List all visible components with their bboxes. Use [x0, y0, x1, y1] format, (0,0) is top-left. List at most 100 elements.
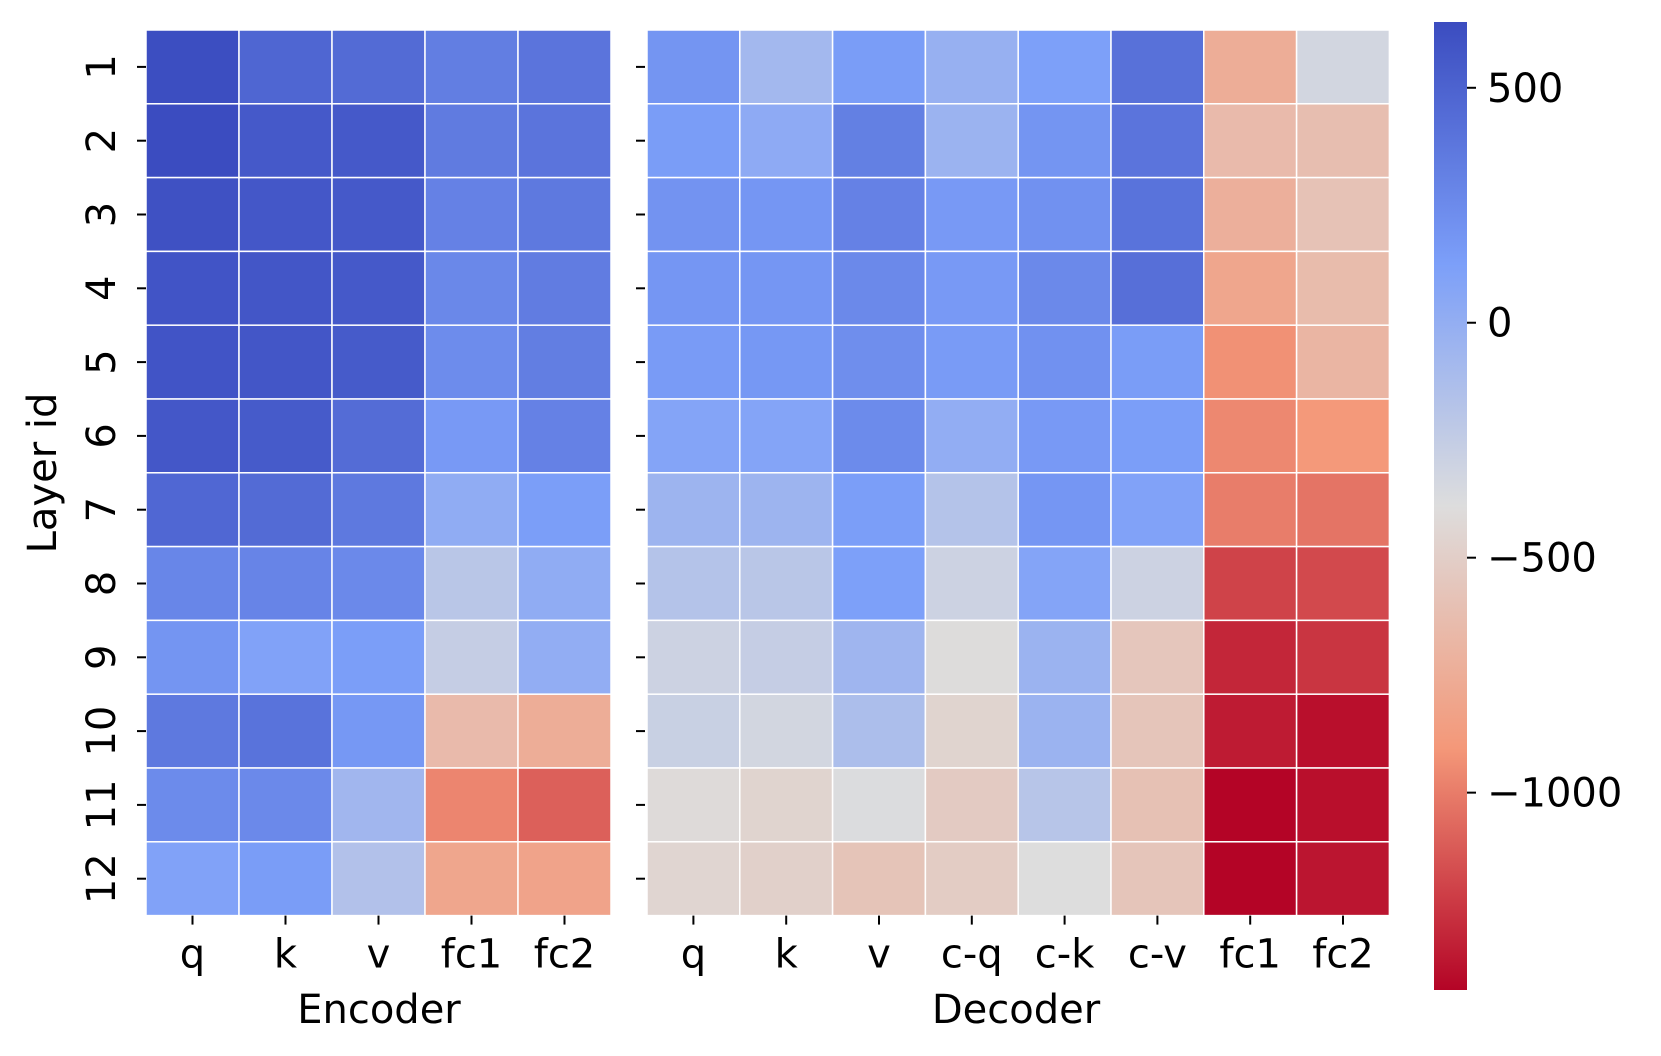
colorbar-tick-label--500: −500: [1487, 536, 1597, 582]
decoder-cell-r12-q: [646, 841, 741, 917]
encoder-cell-r7-fc1: [424, 472, 519, 548]
decoder-cell-r12-fc2: [1295, 841, 1391, 917]
y-tick-label-3: 3: [79, 202, 125, 227]
decoder-cell-r5-fc1: [1203, 324, 1298, 400]
encoder-cell-r8-v: [331, 545, 426, 622]
y-tick-label-12: 12: [79, 853, 125, 904]
encoder-cell-r10-fc2: [517, 693, 612, 769]
decoder-cell-r11-c-q: [924, 767, 1019, 843]
decoder-cell-r8-fc1: [1203, 545, 1298, 622]
decoder-cell-r2-q: [646, 103, 741, 179]
decoder-cell-r5-fc2: [1295, 324, 1391, 400]
decoder-cell-r4-q: [646, 250, 741, 326]
decoder-cell-r8-v: [831, 545, 927, 622]
decoder-cell-r5-c-v: [1110, 324, 1205, 400]
decoder-cell-r11-c-v: [1110, 767, 1205, 843]
y-tick-label-7: 7: [79, 497, 125, 522]
decoder-cell-r3-c-q: [924, 176, 1019, 253]
decoder-cell-r5-c-q: [924, 324, 1019, 400]
colorbar-tick-label-0: 0: [1487, 301, 1512, 347]
decoder-cell-r5-q: [646, 324, 741, 400]
encoder-cell-r9-k: [238, 619, 333, 695]
y-tick-label-2: 2: [79, 128, 125, 153]
decoder-cell-r9-fc1: [1203, 619, 1298, 695]
decoder-cell-r1-c-q: [924, 29, 1019, 105]
decoder-cell-r8-k: [739, 545, 834, 622]
encoder-cell-r6-fc2: [517, 398, 612, 474]
decoder-cell-r4-c-q: [924, 250, 1019, 326]
encoder-cell-r5-fc1: [424, 324, 519, 400]
y-tick-label-11: 11: [79, 779, 125, 830]
decoder-cell-r6-k: [739, 398, 834, 474]
decoder-cell-r12-fc1: [1203, 841, 1298, 917]
encoder-cell-r6-fc1: [424, 398, 519, 474]
decoder-cell-r10-c-k: [1017, 693, 1112, 769]
decoder-cell-r9-v: [831, 619, 927, 695]
decoder-cell-r2-c-v: [1110, 103, 1205, 179]
decoder-cell-r7-v: [831, 472, 927, 548]
encoder-heatmap: q k v fc1 fc2: [145, 29, 612, 978]
decoder-x-tick-label-q: q: [681, 932, 706, 978]
decoder-cell-r12-c-k: [1017, 841, 1112, 917]
decoder-cell-r10-fc1: [1203, 693, 1298, 769]
decoder-x-tick-label-c-q: c-q: [941, 932, 1003, 978]
encoder-cell-r11-fc2: [517, 767, 612, 843]
encoder-cell-r2-q: [145, 103, 240, 179]
decoder-cell-r3-fc1: [1203, 176, 1298, 253]
encoder-cell-r10-v: [331, 693, 426, 769]
decoder-x-tick-label-c-k: c-k: [1035, 932, 1095, 978]
encoder-cell-r12-v: [331, 841, 426, 917]
decoder-cell-r4-fc2: [1295, 250, 1391, 326]
decoder-cell-r8-c-q: [924, 545, 1019, 622]
y-tick-label-4: 4: [79, 276, 125, 301]
decoder-x-tick-label-v: v: [867, 932, 891, 978]
decoder-cell-r10-v: [831, 693, 927, 769]
decoder-row-ticks: [636, 65, 645, 880]
decoder-cell-r7-c-q: [924, 472, 1019, 548]
encoder-cell-r1-fc1: [424, 29, 519, 105]
decoder-cell-r8-c-k: [1017, 545, 1112, 622]
decoder-x-tick-label-fc2: fc2: [1312, 932, 1374, 978]
decoder-cell-r12-c-v: [1110, 841, 1205, 917]
decoder-cell-r3-v: [831, 176, 927, 253]
decoder-cell-r7-c-k: [1017, 472, 1112, 548]
decoder-cell-r6-fc2: [1295, 398, 1391, 474]
decoder-cell-r2-c-q: [924, 103, 1019, 179]
decoder-cell-r4-k: [739, 250, 834, 326]
decoder-cell-r3-q: [646, 176, 741, 253]
decoder-cell-r3-c-v: [1110, 176, 1205, 253]
encoder-cell-r1-fc2: [517, 29, 612, 105]
encoder-cell-r6-q: [145, 398, 240, 474]
decoder-cell-r9-c-q: [924, 619, 1019, 695]
encoder-cell-r7-k: [238, 472, 333, 548]
encoder-cell-r6-k: [238, 398, 333, 474]
encoder-cell-r1-k: [238, 29, 333, 105]
decoder-cell-r2-k: [739, 103, 834, 179]
encoder-cell-r5-q: [145, 324, 240, 400]
y-tick-label-6: 6: [79, 423, 125, 448]
decoder-cell-r3-c-k: [1017, 176, 1112, 253]
encoder-cell-r8-fc1: [424, 545, 519, 622]
decoder-cell-r10-fc2: [1295, 693, 1391, 769]
decoder-cell-r3-k: [739, 176, 834, 253]
decoder-cell-r2-v: [831, 103, 927, 179]
decoder-cell-r7-q: [646, 472, 741, 548]
decoder-cell-r11-q: [646, 767, 741, 843]
decoder-cell-r2-c-k: [1017, 103, 1112, 179]
decoder-cell-r10-c-q: [924, 693, 1019, 769]
decoder-cell-r9-c-v: [1110, 619, 1205, 695]
decoder-cell-r9-fc2: [1295, 619, 1391, 695]
encoder-x-tick-label-q: q: [180, 932, 205, 978]
decoder-cell-r1-fc2: [1295, 29, 1391, 105]
colorbar: [1434, 22, 1467, 990]
encoder-cell-r4-q: [145, 250, 240, 326]
encoder-cell-r8-k: [238, 545, 333, 622]
encoder-cell-r3-q: [145, 176, 240, 253]
decoder-cell-r4-c-k: [1017, 250, 1112, 326]
decoder-cell-r12-c-q: [924, 841, 1019, 917]
encoder-cell-r11-v: [331, 767, 426, 843]
encoder-cell-r11-fc1: [424, 767, 519, 843]
decoder-x-tick-label-fc1: fc1: [1219, 932, 1281, 978]
decoder-cell-r6-q: [646, 398, 741, 474]
encoder-cell-r3-fc2: [517, 176, 612, 253]
